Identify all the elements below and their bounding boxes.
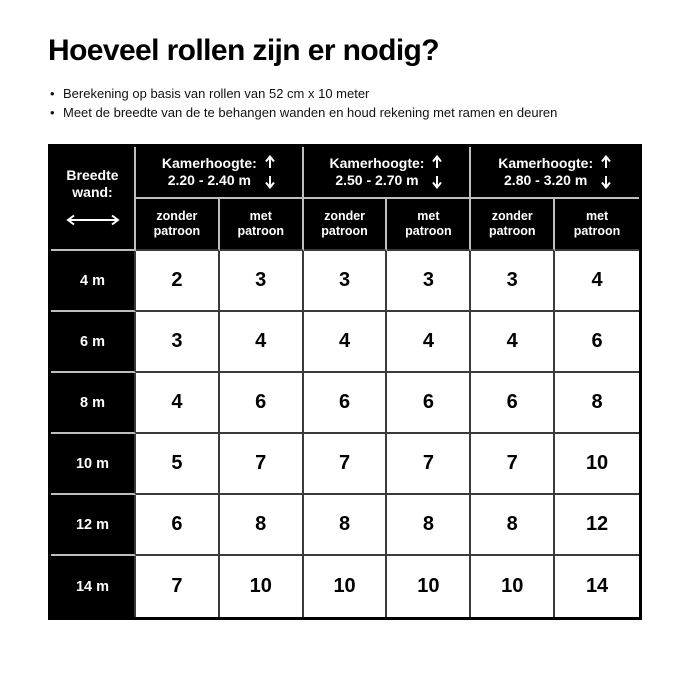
rolls-value-cell: 10 bbox=[555, 434, 639, 495]
rolls-value-cell: 4 bbox=[303, 312, 388, 373]
subheader-line: zonder bbox=[491, 209, 533, 223]
group-header-kamerhoogte-3: Kamerhoogte: 2.80 - 3.20 m bbox=[471, 147, 639, 199]
subheader-line: patroon bbox=[153, 224, 201, 238]
row-header-breedte: 12 m bbox=[51, 495, 136, 556]
rolls-value-cell: 6 bbox=[471, 373, 556, 434]
table-header: Breedte wand: Kamerhoogte: bbox=[51, 147, 639, 251]
subheader-met-patroon: met patroon bbox=[387, 199, 472, 251]
note-item: Berekening op basis van rollen van 52 cm… bbox=[48, 84, 652, 103]
rolls-value-cell: 3 bbox=[219, 251, 304, 312]
table-row: 14 m 7 10 10 10 10 14 bbox=[51, 556, 639, 617]
subheader-line: patroon bbox=[488, 224, 536, 238]
rolls-value-cell: 6 bbox=[555, 312, 639, 373]
row-header-breedte: 6 m bbox=[51, 312, 136, 373]
rolls-value-cell: 8 bbox=[471, 495, 556, 556]
rolls-value-cell: 2 bbox=[136, 251, 220, 312]
subheader-line: met bbox=[249, 209, 272, 223]
rolls-value-cell: 7 bbox=[471, 434, 556, 495]
row-header-breedte: 14 m bbox=[51, 556, 136, 617]
rolls-value-cell: 10 bbox=[471, 556, 556, 617]
page-title: Hoeveel rollen zijn er nodig? bbox=[48, 34, 440, 67]
rolls-value-cell: 4 bbox=[555, 251, 639, 312]
rolls-value-cell: 4 bbox=[471, 312, 556, 373]
subheader-line: patroon bbox=[405, 224, 452, 238]
rolls-value-cell: 4 bbox=[136, 373, 220, 434]
rolls-value-cell: 4 bbox=[387, 312, 472, 373]
rolls-value-cell: 3 bbox=[471, 251, 556, 312]
row-header-breedte: 10 m bbox=[51, 434, 136, 495]
subheader-line: zonder bbox=[324, 209, 366, 223]
group-header-kamerhoogte-2: Kamerhoogte: 2.50 - 2.70 m bbox=[303, 147, 472, 199]
subheader-zonder-patroon: zonder patroon bbox=[471, 199, 556, 251]
subheader-line: patroon bbox=[573, 224, 621, 238]
notes-list: Berekening op basis van rollen van 52 cm… bbox=[48, 84, 652, 122]
subheader-line: met bbox=[585, 209, 609, 223]
rolls-value-cell: 8 bbox=[387, 495, 472, 556]
row-header-breedte: 4 m bbox=[51, 251, 136, 312]
rolls-value-cell: 10 bbox=[303, 556, 388, 617]
group-range: 2.50 - 2.70 m bbox=[335, 172, 419, 188]
rolls-value-cell: 8 bbox=[219, 495, 304, 556]
rolls-value-cell: 8 bbox=[555, 373, 639, 434]
rolls-value-cell: 10 bbox=[219, 556, 304, 617]
group-label: Kamerhoogte: bbox=[329, 155, 425, 171]
table-row: 12 m 6 8 8 8 8 12 bbox=[51, 495, 639, 556]
rolls-value-cell: 12 bbox=[555, 495, 639, 556]
rolls-value-cell: 3 bbox=[387, 251, 472, 312]
vertical-double-arrow-icon bbox=[264, 154, 276, 190]
rolls-value-cell: 8 bbox=[303, 495, 388, 556]
subheader-zonder-patroon: zonder patroon bbox=[136, 199, 220, 251]
vertical-double-arrow-icon bbox=[431, 154, 443, 190]
note-item: Meet de breedte van de te behangen wande… bbox=[48, 103, 652, 122]
rolls-value-cell: 14 bbox=[555, 556, 639, 617]
rolls-needed-table: Breedte wand: Kamerhoogte: bbox=[48, 144, 642, 620]
subheader-line: patroon bbox=[237, 224, 284, 238]
rolls-value-cell: 7 bbox=[219, 434, 304, 495]
rolls-value-cell: 7 bbox=[387, 434, 472, 495]
subheader-zonder-patroon: zonder patroon bbox=[303, 199, 388, 251]
rolls-value-cell: 6 bbox=[219, 373, 304, 434]
vertical-double-arrow-icon bbox=[600, 154, 612, 190]
rolls-value-cell: 4 bbox=[219, 312, 304, 373]
corner-label-line1: Breedte bbox=[66, 166, 119, 183]
subheader-line: patroon bbox=[321, 224, 368, 238]
rolls-value-cell: 5 bbox=[136, 434, 220, 495]
corner-header-breedte-wand: Breedte wand: bbox=[51, 147, 136, 251]
rolls-value-cell: 6 bbox=[303, 373, 388, 434]
subheader-met-patroon: met patroon bbox=[555, 199, 639, 251]
group-label: Kamerhoogte: bbox=[161, 155, 257, 171]
group-range: 2.80 - 3.20 m bbox=[504, 172, 588, 188]
rolls-value-cell: 3 bbox=[303, 251, 388, 312]
corner-label-line2: wand: bbox=[72, 183, 113, 200]
rolls-value-cell: 3 bbox=[136, 312, 220, 373]
group-range: 2.20 - 2.40 m bbox=[167, 172, 251, 188]
rolls-value-cell: 10 bbox=[387, 556, 472, 617]
group-header-kamerhoogte-1: Kamerhoogte: 2.20 - 2.40 m bbox=[136, 147, 304, 199]
subheader-met-patroon: met patroon bbox=[219, 199, 304, 251]
horizontal-double-arrow-icon bbox=[65, 214, 121, 226]
rolls-value-cell: 6 bbox=[387, 373, 472, 434]
group-label: Kamerhoogte: bbox=[498, 155, 594, 171]
rolls-value-cell: 7 bbox=[136, 556, 220, 617]
subheader-line: met bbox=[417, 209, 440, 223]
rolls-value-cell: 7 bbox=[303, 434, 388, 495]
rolls-value-cell: 6 bbox=[136, 495, 220, 556]
subheader-line: zonder bbox=[156, 209, 198, 223]
table-row: 10 m 5 7 7 7 7 10 bbox=[51, 434, 639, 495]
row-header-breedte: 8 m bbox=[51, 373, 136, 434]
